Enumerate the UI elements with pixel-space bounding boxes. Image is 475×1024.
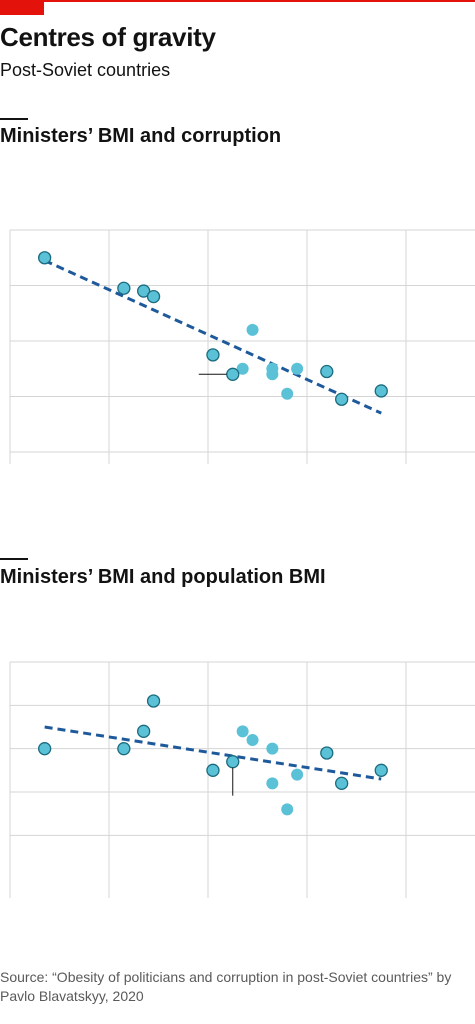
data-point-armenia (206, 763, 220, 777)
data-point (266, 777, 279, 790)
data-point-ukraine (320, 364, 334, 379)
data-point-ukraine (320, 746, 334, 760)
chart-population-bmi (9, 661, 475, 898)
data-point (246, 734, 259, 746)
data-point-georgia (146, 694, 161, 708)
data-point-uzbekistan (374, 384, 388, 398)
data-point-estonia (38, 742, 52, 756)
trendline (44, 259, 382, 415)
brand-tag (0, 0, 44, 15)
data-point-uzbekistan (374, 763, 388, 777)
data-point (246, 323, 259, 336)
data-point-armenia (206, 348, 220, 362)
section-rule-1 (0, 118, 28, 120)
data-point-estonia (38, 251, 52, 265)
chart-corruption (9, 229, 475, 464)
data-point-georgia (146, 289, 161, 304)
data-point-latvia (136, 284, 151, 298)
source-note: Source: “Obesity of politicians and corr… (0, 969, 452, 1004)
data-point-russia (226, 367, 240, 381)
data-point (236, 362, 249, 375)
top-accent-line (0, 0, 475, 2)
chart1-title: Ministers’ BMI and corruption (0, 125, 282, 147)
data-point (236, 725, 249, 738)
chart2-title: Ministers’ BMI and population BMI (0, 566, 326, 588)
data-point-russia (226, 755, 240, 769)
data-point (281, 387, 294, 400)
data-point (291, 768, 304, 781)
data-point (291, 362, 304, 375)
trendline (44, 725, 382, 781)
data-point-latvia (136, 724, 151, 738)
data-point-lithuania (117, 281, 131, 295)
page-subtitle: Post-Soviet countries (0, 60, 171, 80)
data-point (281, 803, 294, 816)
data-point-turkmenistan (334, 776, 349, 790)
page-title: Centres of gravity (0, 22, 216, 52)
section-rule-2 (0, 558, 28, 560)
data-point (266, 368, 279, 381)
data-point-lithuania (117, 742, 131, 756)
data-point-turkmenistan (334, 392, 349, 406)
data-point (266, 742, 279, 755)
